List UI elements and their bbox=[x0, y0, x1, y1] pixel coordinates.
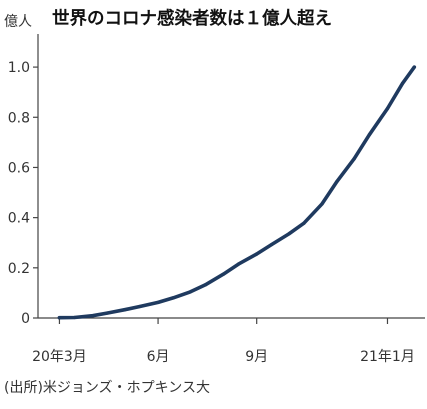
y-tick-label: 0.2 bbox=[8, 261, 30, 277]
data-point bbox=[72, 315, 76, 320]
data-point bbox=[57, 316, 62, 320]
x-tick-label: 9月 bbox=[245, 349, 268, 365]
y-tick-label: 0.4 bbox=[8, 211, 30, 227]
y-axis: 0 0.2 0.4 0.6 0.8 1.0 bbox=[8, 34, 39, 327]
data-point bbox=[335, 179, 339, 183]
x-tick-label: 20年3月 bbox=[32, 349, 87, 365]
data-point bbox=[270, 242, 274, 247]
source-note: (出所)米ジョンズ・ホプキンス大 bbox=[4, 380, 210, 396]
data-point bbox=[171, 296, 175, 300]
x-axis: 20年3月 6月 9月 21年1月 bbox=[32, 317, 425, 365]
data-point bbox=[156, 300, 160, 304]
data-point bbox=[203, 283, 207, 287]
data-point bbox=[138, 304, 142, 309]
series-line bbox=[57, 65, 417, 320]
data-point bbox=[302, 221, 306, 225]
data-point bbox=[412, 65, 416, 69]
data-point bbox=[236, 262, 241, 266]
data-point bbox=[400, 81, 405, 85]
data-point bbox=[255, 252, 259, 256]
y-axis-unit: 億人 bbox=[4, 14, 32, 30]
plot-area bbox=[57, 65, 417, 320]
chart-title: 世界のコロナ感染者数は１億人超え bbox=[52, 8, 332, 29]
data-point bbox=[320, 202, 324, 206]
x-tick-label: 6月 bbox=[147, 349, 170, 365]
y-tick-label: 1.0 bbox=[8, 60, 30, 76]
data-point bbox=[106, 311, 110, 315]
data-point bbox=[352, 157, 356, 161]
data-point bbox=[367, 133, 371, 137]
data-point bbox=[221, 272, 226, 276]
data-point bbox=[91, 314, 95, 318]
data-point bbox=[188, 290, 192, 294]
data-point bbox=[287, 232, 291, 236]
data-point bbox=[385, 106, 390, 111]
x-tick-label: 21年1月 bbox=[360, 349, 415, 365]
y-tick-label: 0.8 bbox=[8, 110, 30, 126]
data-point bbox=[123, 308, 127, 312]
y-tick-label: 0 bbox=[21, 311, 30, 327]
y-tick-label: 0.6 bbox=[8, 160, 30, 176]
